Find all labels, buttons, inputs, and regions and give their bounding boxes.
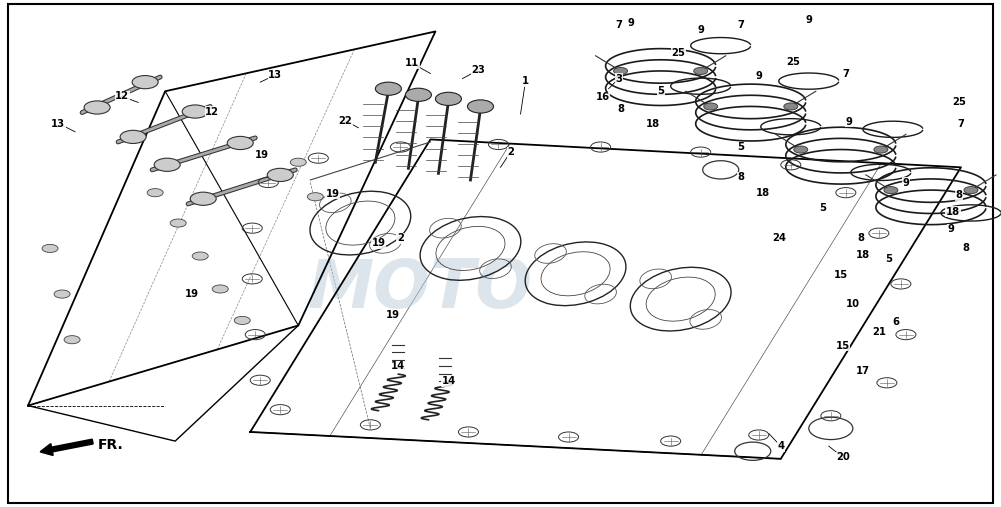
Text: 9: 9 <box>698 25 704 35</box>
Circle shape <box>614 67 628 75</box>
Text: 14: 14 <box>441 376 455 386</box>
Text: 11: 11 <box>405 58 419 68</box>
Text: 23: 23 <box>471 65 485 75</box>
Text: 19: 19 <box>325 189 339 199</box>
Text: 5: 5 <box>886 254 892 264</box>
Circle shape <box>794 146 808 153</box>
Text: MOTO: MOTO <box>308 256 533 322</box>
Circle shape <box>884 187 898 194</box>
Circle shape <box>694 67 708 75</box>
Text: 25: 25 <box>786 57 800 67</box>
Text: 18: 18 <box>646 119 660 129</box>
Circle shape <box>964 187 978 194</box>
Text: 8: 8 <box>618 104 624 114</box>
Text: 5: 5 <box>738 142 744 152</box>
Text: FR.: FR. <box>98 438 124 452</box>
Text: 8: 8 <box>738 172 744 183</box>
Text: 1: 1 <box>522 76 530 86</box>
Text: 13: 13 <box>268 70 282 80</box>
Circle shape <box>874 146 888 153</box>
Circle shape <box>784 103 798 110</box>
Text: 9: 9 <box>846 117 852 127</box>
Text: 2: 2 <box>397 233 403 243</box>
Text: 19: 19 <box>385 310 399 320</box>
Circle shape <box>405 88 431 101</box>
Circle shape <box>182 105 208 118</box>
Text: 18: 18 <box>946 207 960 217</box>
Circle shape <box>154 158 180 171</box>
Text: 19: 19 <box>255 150 269 160</box>
Text: 7: 7 <box>616 20 622 30</box>
Text: 18: 18 <box>756 188 770 198</box>
Text: 7: 7 <box>738 20 744 30</box>
Text: 19: 19 <box>371 238 385 248</box>
Text: 9: 9 <box>806 15 812 25</box>
Circle shape <box>267 168 293 182</box>
Text: 24: 24 <box>772 233 786 243</box>
Text: 9: 9 <box>903 177 909 188</box>
Text: 5: 5 <box>820 203 826 213</box>
Text: 19: 19 <box>185 289 199 299</box>
Text: 22: 22 <box>338 116 352 126</box>
Text: 15: 15 <box>834 270 848 280</box>
Circle shape <box>132 76 158 89</box>
Circle shape <box>467 100 493 113</box>
Circle shape <box>147 189 163 197</box>
Text: 25: 25 <box>952 97 966 107</box>
Text: 8: 8 <box>963 243 969 254</box>
Circle shape <box>170 219 186 227</box>
Circle shape <box>42 244 58 252</box>
Text: 12: 12 <box>115 91 129 101</box>
FancyArrowPatch shape <box>41 440 93 455</box>
Circle shape <box>212 285 228 293</box>
Text: 8: 8 <box>956 190 962 200</box>
Circle shape <box>64 336 80 344</box>
Text: 18: 18 <box>856 249 870 260</box>
Text: 2: 2 <box>508 147 514 157</box>
Text: 13: 13 <box>51 119 65 129</box>
Text: 7: 7 <box>958 119 964 129</box>
Circle shape <box>190 192 216 205</box>
Circle shape <box>192 252 208 260</box>
Circle shape <box>435 92 461 105</box>
Text: 21: 21 <box>872 327 886 337</box>
Text: 25: 25 <box>672 48 686 58</box>
Text: 15: 15 <box>836 341 850 351</box>
Circle shape <box>375 82 401 95</box>
Circle shape <box>290 158 306 166</box>
Circle shape <box>234 316 250 324</box>
Text: 8: 8 <box>858 233 864 243</box>
Text: 20: 20 <box>836 452 850 462</box>
Text: 5: 5 <box>658 86 664 96</box>
Circle shape <box>120 130 146 143</box>
Text: 17: 17 <box>856 366 870 376</box>
Text: 9: 9 <box>756 71 762 81</box>
Text: 6: 6 <box>893 317 899 327</box>
Text: 4: 4 <box>777 441 785 451</box>
Text: 10: 10 <box>846 299 860 309</box>
Text: 9: 9 <box>628 18 634 28</box>
Circle shape <box>84 101 110 114</box>
Text: 7: 7 <box>843 68 849 79</box>
Text: 14: 14 <box>391 361 405 371</box>
Circle shape <box>54 290 70 298</box>
Text: 12: 12 <box>205 106 219 117</box>
Text: 9: 9 <box>948 224 954 234</box>
Circle shape <box>227 136 253 150</box>
Text: 16: 16 <box>596 92 610 102</box>
Circle shape <box>307 193 323 201</box>
Circle shape <box>704 103 718 110</box>
Text: 3: 3 <box>616 74 622 84</box>
